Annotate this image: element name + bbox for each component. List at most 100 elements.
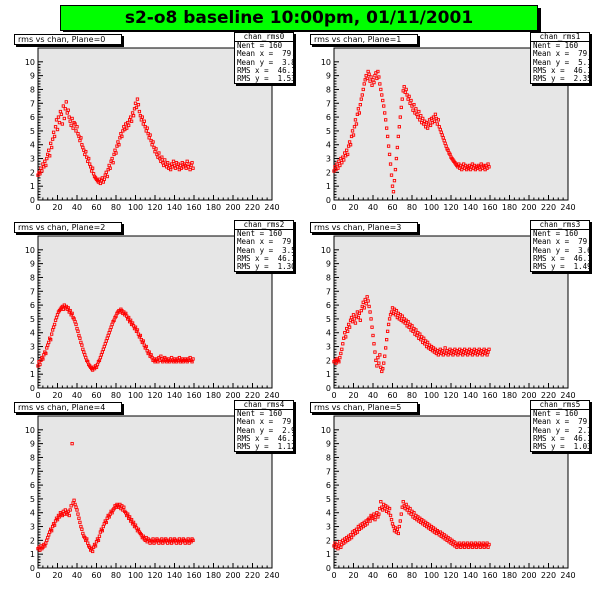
- data-point: [344, 335, 348, 339]
- data-point: [147, 350, 151, 354]
- y-tick-label: 7: [326, 467, 331, 476]
- data-point: [346, 329, 350, 333]
- data-point: [387, 152, 392, 157]
- y-tick-label: 6: [30, 113, 35, 122]
- data-point: [400, 314, 404, 318]
- data-point: [66, 108, 70, 112]
- y-tick-label: 5: [326, 315, 331, 324]
- stats-row: Nent = 160: [237, 41, 283, 51]
- data-point: [47, 340, 51, 345]
- y-tick-label: 9: [30, 260, 35, 269]
- x-tick-label: 200: [521, 571, 536, 580]
- data-point: [387, 506, 392, 511]
- data-point: [335, 162, 339, 166]
- data-point: [76, 512, 80, 516]
- stats-name: chan_rms4: [235, 401, 293, 411]
- plot-title: rms vs chan, Plane=2: [14, 222, 122, 233]
- data-point: [133, 101, 138, 105]
- data-point: [402, 85, 406, 89]
- data-point: [431, 115, 436, 119]
- y-tick-label: 2: [326, 356, 331, 365]
- data-point: [384, 126, 389, 130]
- data-point: [361, 87, 365, 92]
- data-point: [188, 167, 192, 172]
- stats-row: RMS x = 46.1: [237, 253, 294, 263]
- data-point: [90, 549, 95, 554]
- data-point: [177, 355, 182, 360]
- x-tick-label: 20: [348, 203, 358, 212]
- x-tick-label: 240: [560, 571, 575, 580]
- data-point: [363, 297, 367, 302]
- data-point: [78, 520, 82, 525]
- data-point: [77, 516, 81, 520]
- plot-title: rms vs chan, Plane=1: [310, 34, 418, 45]
- data-point: [62, 116, 66, 121]
- data-point: [394, 308, 399, 313]
- data-point: [41, 357, 45, 361]
- x-tick-label: 40: [72, 203, 82, 212]
- x-tick-label: 0: [331, 203, 336, 212]
- data-point: [390, 184, 395, 188]
- y-tick-label: 5: [326, 495, 331, 504]
- y-tick-label: 4: [30, 141, 35, 150]
- data-point: [384, 118, 388, 122]
- x-tick-label: 180: [502, 391, 517, 400]
- data-point: [93, 544, 98, 548]
- y-tick-label: 8: [30, 453, 35, 462]
- data-point: [68, 308, 72, 313]
- y-tick-label: 0: [326, 564, 331, 573]
- data-point: [375, 364, 379, 368]
- y-tick-label: 9: [326, 72, 331, 81]
- data-point: [67, 513, 71, 518]
- y-tick-label: 4: [30, 329, 35, 338]
- data-point: [365, 295, 369, 299]
- data-point: [59, 112, 64, 116]
- data-point: [337, 159, 341, 163]
- data-point: [53, 125, 58, 129]
- x-tick-label: 160: [482, 391, 497, 400]
- x-tick-label: 120: [443, 203, 458, 212]
- data-point: [104, 520, 108, 525]
- x-tick-label: 140: [463, 571, 478, 580]
- stats-name: chan_rms5: [531, 401, 589, 411]
- plot-svg: 0 20 40 60 80 100 120 140 160 180 200 220 240 0 1 2 3 4 5 6…: [321, 235, 576, 400]
- data-point: [102, 177, 106, 181]
- data-point: [68, 508, 72, 512]
- data-point: [370, 83, 374, 87]
- data-point: [338, 163, 342, 168]
- data-point: [397, 524, 401, 529]
- data-point: [369, 75, 373, 79]
- data-point: [191, 538, 195, 543]
- data-point: [80, 343, 84, 347]
- y-tick-label: 0: [30, 384, 35, 393]
- x-tick-label: 200: [225, 571, 240, 580]
- data-point: [383, 111, 387, 115]
- data-point: [57, 515, 62, 519]
- x-tick-label: 20: [348, 571, 358, 580]
- x-tick-label: 100: [128, 391, 143, 400]
- x-tick-label: 40: [368, 571, 378, 580]
- y-tick-label: 8: [30, 85, 35, 94]
- y-tick-label: 6: [326, 113, 331, 122]
- stats-box: chan_rms4 Nent = 160 Mean x = 79.5 Mean y =…: [234, 400, 294, 452]
- data-point: [142, 119, 146, 123]
- data-point: [56, 115, 61, 119]
- stats-row: RMS y = 1.126: [237, 442, 294, 452]
- x-tick-label: 200: [225, 203, 240, 212]
- data-point: [72, 498, 76, 502]
- data-point: [40, 169, 44, 173]
- x-tick-label: 60: [91, 571, 101, 580]
- data-point: [157, 151, 161, 155]
- data-point: [70, 311, 74, 316]
- x-tick-label: 140: [167, 391, 182, 400]
- data-point: [345, 148, 349, 152]
- x-tick-label: 20: [52, 203, 62, 212]
- y-tick-label: 1: [326, 550, 331, 559]
- stats-name: chan_rms3: [531, 221, 589, 231]
- x-tick-label: 120: [147, 203, 162, 212]
- data-point: [382, 104, 386, 108]
- data-point: [78, 336, 82, 340]
- x-tick-label: 80: [111, 571, 121, 580]
- data-point: [377, 75, 381, 79]
- data-point: [79, 136, 83, 140]
